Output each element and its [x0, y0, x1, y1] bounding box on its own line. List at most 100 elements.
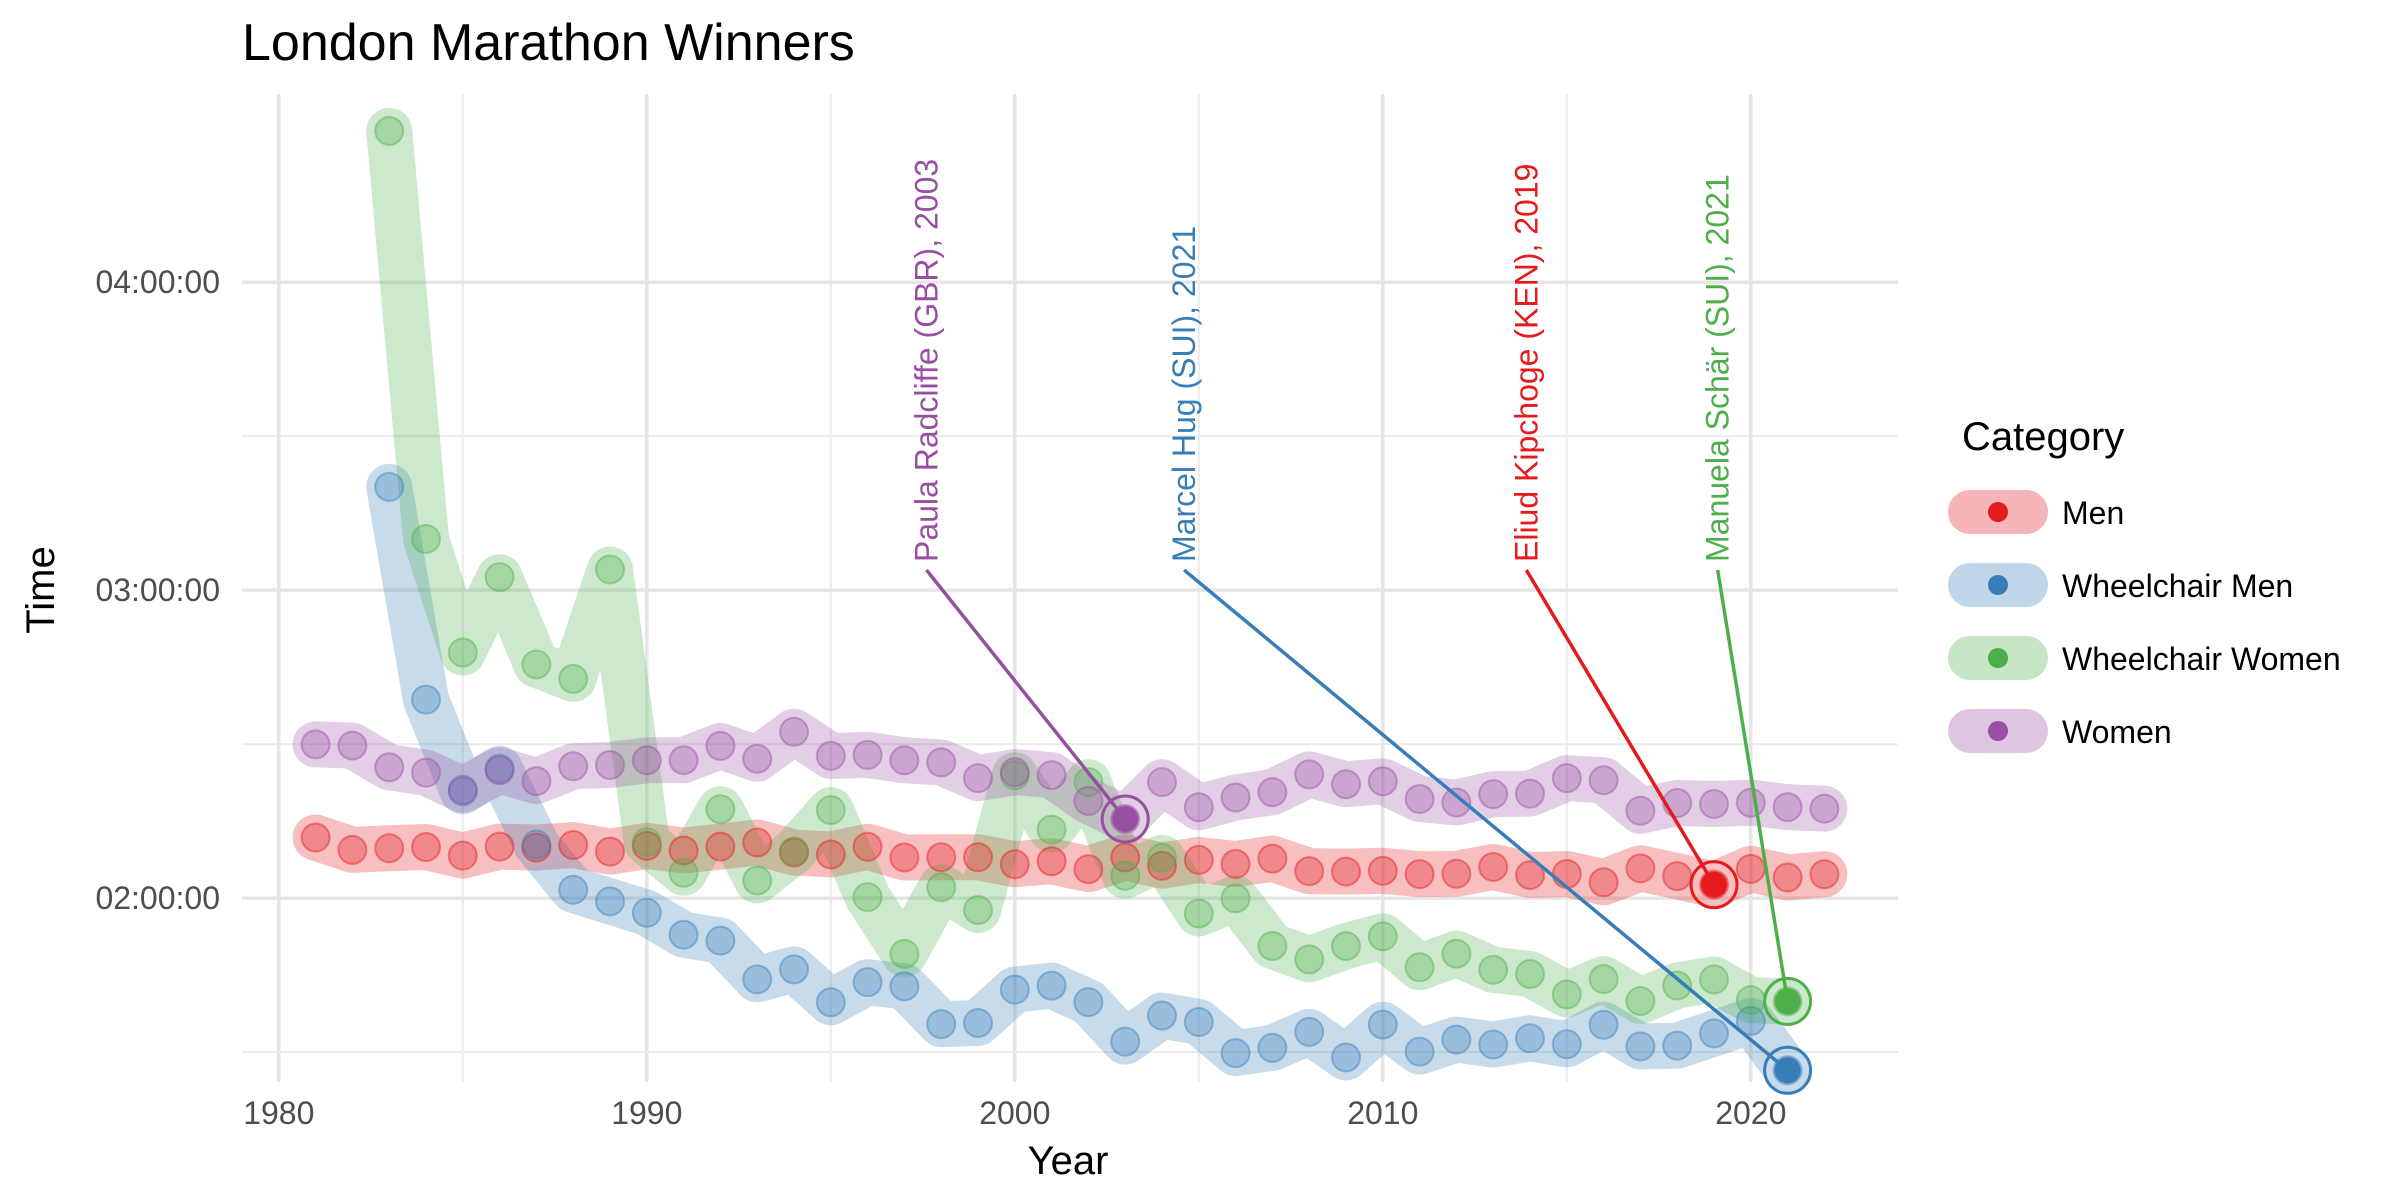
- annotation-label: Paula Radcliffe (GBR), 2003: [908, 159, 944, 562]
- point-men: [1441, 858, 1472, 889]
- highlight-point: [1774, 1057, 1801, 1084]
- point-wheelchair-women: [1404, 952, 1435, 983]
- point-wheelchair-men: [411, 684, 441, 715]
- point-women: [411, 757, 441, 788]
- highlight-ring: [1100, 794, 1150, 844]
- point-men: [1662, 861, 1693, 892]
- point-wheelchair-men: [705, 925, 736, 956]
- point-men: [1257, 843, 1288, 874]
- point-wheelchair-women: [411, 523, 441, 554]
- point-women: [668, 745, 699, 776]
- point-wheelchair-women: [521, 649, 552, 680]
- ribbon-men: [292, 814, 1848, 908]
- legend-item-label: Wheelchair Men: [2062, 568, 2293, 604]
- point-wheelchair-women: [1625, 985, 1656, 1016]
- point-wheelchair-men: [1367, 1009, 1398, 1040]
- point-wheelchair-women: [668, 857, 699, 888]
- point-wheelchair-women: [1662, 970, 1693, 1001]
- point-wheelchair-men: [926, 1009, 957, 1040]
- point-wheelchair-women: [595, 554, 625, 585]
- point-men: [595, 836, 625, 867]
- point-wheelchair-men: [1515, 1023, 1545, 1054]
- point-wheelchair-men: [1073, 987, 1104, 1018]
- point-women: [1478, 779, 1509, 810]
- point-wheelchair-women: [374, 115, 405, 146]
- legend-item-label: Men: [2062, 495, 2124, 531]
- point-men: [1183, 844, 1214, 875]
- point-women: [999, 757, 1030, 788]
- legend-item-label: Wheelchair Women: [2062, 641, 2341, 677]
- annotation-leader-line: [1524, 569, 1716, 886]
- point-women: [926, 747, 957, 778]
- point-men: [889, 842, 920, 873]
- point-wheelchair-men: [1478, 1029, 1509, 1060]
- grid-minor: [242, 94, 1898, 1082]
- point-wheelchair-men: [1625, 1031, 1656, 1062]
- point-wheelchair-men: [1220, 1038, 1251, 1069]
- point-wheelchair-men: [999, 974, 1030, 1005]
- point-wheelchair-men: [1662, 1030, 1693, 1061]
- point-wheelchair-women: [558, 663, 589, 694]
- point-wheelchair-men: [595, 886, 625, 917]
- point-wheelchair-women: [742, 865, 773, 896]
- point-wheelchair-women: [447, 637, 478, 668]
- point-wheelchair-men: [668, 919, 699, 950]
- point-men: [631, 830, 662, 861]
- point-wheelchair-women: [631, 827, 662, 858]
- point-wheelchair-women: [1294, 944, 1325, 975]
- point-women: [1183, 792, 1214, 823]
- point-wheelchair-men: [1441, 1024, 1472, 1055]
- point-men: [705, 831, 736, 862]
- legend-key-point: [1988, 721, 2008, 741]
- point-women: [1699, 788, 1729, 819]
- point-women: [1331, 769, 1361, 800]
- point-women: [337, 730, 368, 761]
- point-men: [1478, 851, 1509, 882]
- point-women: [1551, 763, 1582, 794]
- point-wheelchair-women: [779, 836, 809, 867]
- point-wheelchair-women: [1515, 959, 1545, 990]
- highlight-point: [1774, 988, 1801, 1015]
- highlight-ring: [1763, 976, 1813, 1026]
- point-men: [337, 834, 368, 865]
- x-tick-label: 2010: [1347, 1095, 1418, 1131]
- point-wheelchair-women: [705, 794, 736, 825]
- point-women: [1257, 777, 1288, 808]
- point-wheelchair-women: [1220, 883, 1251, 914]
- point-wheelchair-men: [1331, 1042, 1361, 1073]
- point-women: [1404, 783, 1435, 814]
- point-wheelchair-women: [815, 795, 846, 826]
- point-wheelchair-men: [1588, 1009, 1619, 1040]
- point-men: [1551, 858, 1582, 889]
- x-axis-title: Year: [1028, 1139, 1109, 1183]
- point-wheelchair-women: [1147, 842, 1177, 873]
- point-men: [815, 839, 846, 870]
- point-women: [1662, 788, 1693, 819]
- point-men: [1515, 860, 1545, 891]
- point-men: [374, 833, 405, 864]
- series-ribbons: [292, 107, 1848, 1094]
- point-women: [742, 743, 773, 774]
- ribbon-women: [292, 708, 1848, 842]
- point-women: [1588, 765, 1619, 796]
- y-axis-ticks: 02:00:00 03:00:00 04:00:00: [95, 264, 220, 916]
- point-men: [1588, 867, 1619, 898]
- point-men: [447, 840, 478, 871]
- point-wheelchair-men: [1699, 1018, 1729, 1049]
- point-women: [1515, 778, 1545, 809]
- point-women: [705, 730, 736, 761]
- point-men: [300, 822, 331, 853]
- annotation-leader-line: [1715, 569, 1790, 1002]
- point-wheelchair-women: [1478, 954, 1509, 985]
- point-men: [1367, 855, 1398, 886]
- x-tick-label: 2000: [979, 1095, 1050, 1131]
- legend-key-point: [1988, 575, 2008, 595]
- legend-item-label: Women: [2062, 714, 2172, 750]
- annotation-label: Marcel Hug (SUI), 2021: [1166, 226, 1202, 562]
- point-wheelchair-women: [1735, 985, 1766, 1016]
- point-wheelchair-women: [1110, 860, 1141, 891]
- point-men: [1294, 856, 1325, 887]
- annotation-leader-line: [1182, 568, 1789, 1072]
- point-wheelchair-women: [1699, 964, 1729, 995]
- point-women: [815, 740, 846, 771]
